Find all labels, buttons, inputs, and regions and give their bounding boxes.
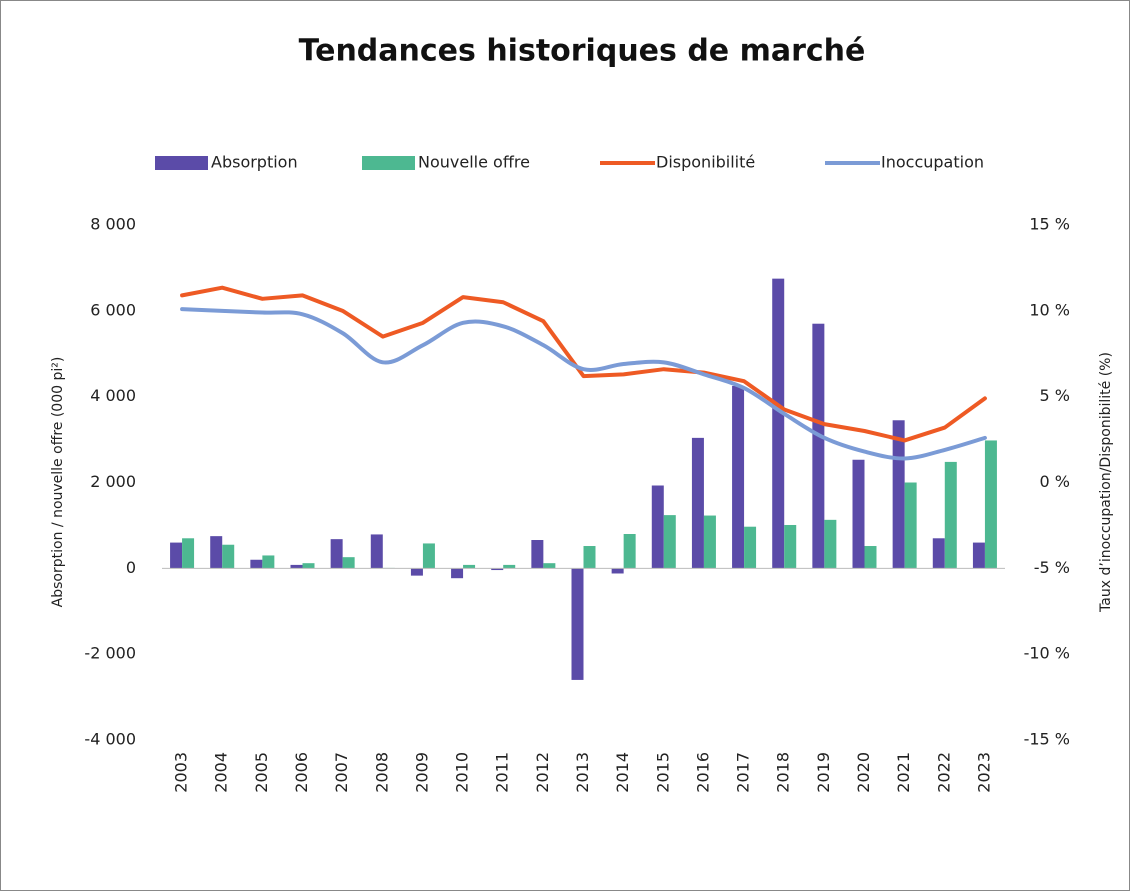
- bar: [972, 542, 985, 569]
- y-tick-label: 0: [126, 558, 136, 577]
- bar: [290, 564, 303, 569]
- bar: [410, 568, 423, 576]
- bar: [583, 546, 596, 569]
- bar: [772, 278, 785, 569]
- x-tick-label: 2020: [854, 752, 873, 793]
- legend-label: Disponibilité: [656, 153, 755, 172]
- bar: [250, 559, 263, 569]
- bar: [543, 563, 556, 569]
- x-tick-label: 2007: [332, 752, 351, 793]
- x-tick-label: 2018: [774, 752, 793, 793]
- y-axis-title: Absorption / nouvelle offre (000 pi²): [50, 357, 66, 608]
- bar: [503, 564, 516, 569]
- bar: [170, 542, 183, 569]
- legend-label: Nouvelle offre: [418, 153, 530, 172]
- bar: [611, 568, 624, 574]
- x-tick-label: 2014: [613, 752, 632, 793]
- bar: [932, 538, 945, 569]
- x-tick-label: 2015: [653, 752, 672, 793]
- x-tick-label: 2011: [493, 752, 512, 793]
- y2-tick-label: -10 %: [1024, 644, 1070, 663]
- y-tick-label: 4 000: [90, 386, 136, 405]
- y2-tick-label: 15 %: [1029, 215, 1070, 234]
- y2-axis-title: Taux d’inoccupation/Disponibilité (%): [1098, 352, 1114, 613]
- legend-label: Absorption: [211, 153, 298, 172]
- x-tick-label: 2004: [212, 752, 231, 793]
- bar: [262, 555, 275, 569]
- bar: [703, 515, 716, 569]
- bar: [651, 485, 664, 569]
- bar: [422, 543, 435, 569]
- y2-tick-label: -15 %: [1024, 730, 1070, 749]
- x-tick-label: 2017: [734, 752, 753, 793]
- bar: [944, 461, 957, 569]
- x-tick-label: 2022: [934, 752, 953, 793]
- bar: [663, 515, 676, 569]
- x-tick-label: 2010: [453, 752, 472, 793]
- bar: [784, 524, 797, 569]
- bar: [984, 440, 997, 569]
- bar: [491, 568, 504, 571]
- x-tick-label: 2013: [573, 752, 592, 793]
- bar: [463, 564, 476, 569]
- y-tick-label: -4 000: [84, 730, 136, 749]
- x-tick-label: 2021: [894, 752, 913, 793]
- bar: [342, 557, 355, 569]
- x-tick-label: 2008: [372, 752, 391, 793]
- bar: [370, 534, 383, 569]
- y-tick-label: -2 000: [84, 644, 136, 663]
- y-tick-label: 8 000: [90, 215, 136, 234]
- x-tick-label: 2012: [533, 752, 552, 793]
- x-tick-label: 2019: [814, 752, 833, 793]
- bar: [330, 539, 343, 569]
- bar: [222, 544, 235, 569]
- legend-label: Inoccupation: [881, 153, 984, 172]
- bar: [571, 568, 584, 680]
- x-tick-label: 2023: [974, 752, 993, 793]
- line-series: [180, 285, 987, 443]
- legend-swatch: [362, 156, 415, 170]
- legend-swatch: [155, 156, 208, 170]
- y-tick-label: 6 000: [90, 300, 136, 319]
- x-tick-label: 2016: [693, 752, 712, 793]
- bar: [852, 459, 865, 569]
- bar: [210, 536, 223, 569]
- x-tick-label: 2006: [292, 752, 311, 793]
- y2-tick-label: 0 %: [1040, 472, 1070, 491]
- y2-tick-label: -5 %: [1034, 558, 1070, 577]
- x-tick-label: 2005: [252, 752, 271, 793]
- y2-tick-label: 10 %: [1029, 300, 1070, 319]
- y-tick-label: 2 000: [90, 472, 136, 491]
- bar: [824, 519, 837, 569]
- bar: [182, 538, 195, 569]
- bar: [623, 534, 636, 569]
- bar: [904, 482, 917, 569]
- bar: [451, 568, 464, 579]
- line-series: [180, 307, 987, 461]
- x-tick-label: 2009: [412, 752, 431, 793]
- bar: [531, 540, 544, 569]
- x-tick-label: 2003: [172, 752, 191, 793]
- bar: [812, 323, 825, 569]
- chart-title: Tendances historiques de marché: [299, 34, 866, 69]
- y2-tick-label: 5 %: [1040, 386, 1070, 405]
- bar: [892, 420, 905, 569]
- bar: [744, 526, 757, 569]
- bar: [691, 437, 704, 569]
- bar: [864, 546, 877, 569]
- bar: [732, 385, 745, 569]
- bar: [302, 563, 315, 569]
